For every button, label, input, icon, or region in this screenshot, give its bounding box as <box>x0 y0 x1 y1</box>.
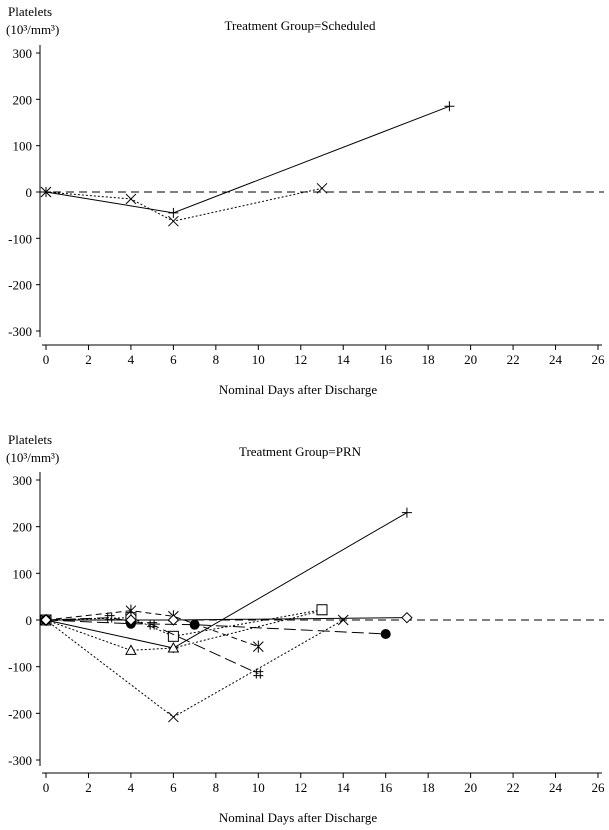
x-tick-label: 12 <box>294 352 307 367</box>
x-tick-label: 4 <box>128 352 135 367</box>
x-tick-label: 12 <box>294 780 307 795</box>
x-tick-label: 16 <box>379 780 393 795</box>
panel-scheduled: Platelets (10³/mm³) Treatment Group=Sche… <box>6 4 605 397</box>
x-tick-label: 2 <box>85 780 92 795</box>
y-tick-label: 100 <box>13 139 33 154</box>
marker-x <box>168 711 179 723</box>
x-tick-label: 0 <box>43 780 50 795</box>
marker-filled-circle <box>380 629 391 639</box>
x-tick-label: 0 <box>43 352 50 367</box>
marker-plus <box>401 507 412 518</box>
y-axis-unit: (10³/mm³) <box>6 22 59 37</box>
x-tick-label: 20 <box>464 780 477 795</box>
x-tick-label: 8 <box>213 352 220 367</box>
marker-diamond <box>401 611 413 624</box>
x-tick-label: 18 <box>422 352 435 367</box>
x-tick-label: 24 <box>549 352 563 367</box>
marker-x <box>125 193 137 205</box>
x-tick-label: 8 <box>213 780 220 795</box>
y-tick-label: 200 <box>13 92 33 107</box>
marker-asterisk <box>252 640 264 653</box>
x-axis-label: Nominal Days after Discharge <box>219 382 377 397</box>
marker-square <box>167 630 179 642</box>
x-tick-label: 26 <box>592 780 606 795</box>
series-line-square <box>45 609 323 637</box>
x-tick-label: 4 <box>128 780 135 795</box>
marker-filled-circle <box>189 619 200 630</box>
x-tick-label: 22 <box>507 780 520 795</box>
series-line-diamond <box>46 617 407 621</box>
x-tick-label: 10 <box>252 780 265 795</box>
series-line-x <box>45 619 344 718</box>
x-tick-label: 10 <box>252 352 265 367</box>
series-line-plus <box>45 512 408 649</box>
series-line-triangle <box>45 610 323 651</box>
x-tick-label: 14 <box>337 780 351 795</box>
x-tick-label: 24 <box>549 780 563 795</box>
x-tick-label: 22 <box>507 352 520 367</box>
marker-x <box>316 182 328 194</box>
y-tick-label: -300 <box>8 324 32 339</box>
series-line-asterisk <box>45 610 259 648</box>
panel-prn: Platelets (10³/mm³) Treatment Group=PRN … <box>6 432 605 825</box>
marker-plus <box>444 101 455 112</box>
marker-plus <box>168 207 179 218</box>
y-tick-label: 0 <box>26 613 33 628</box>
series-line-x <box>45 187 323 222</box>
x-tick-label: 16 <box>379 352 393 367</box>
y-tick-label: -100 <box>8 231 32 246</box>
marker-triangle <box>167 641 180 653</box>
y-tick-label: -300 <box>8 753 32 768</box>
x-tick-label: 6 <box>170 352 177 367</box>
y-tick-label: -200 <box>8 278 32 293</box>
marker-diamond <box>125 614 137 626</box>
x-tick-label: 2 <box>85 352 92 367</box>
y-tick-label: 100 <box>13 566 33 581</box>
marker-diamond <box>167 614 180 626</box>
y-tick-label: 200 <box>13 520 33 535</box>
marker-square <box>316 604 328 616</box>
y-axis-unit: (10³/mm³) <box>6 450 59 465</box>
y-tick-label: -100 <box>8 660 32 675</box>
series-line-filled-circle <box>45 619 386 635</box>
y-tick-label: -200 <box>8 706 32 721</box>
marker-x <box>168 215 179 227</box>
x-tick-label: 18 <box>422 780 435 795</box>
chart-title: Treatment Group=Scheduled <box>225 18 376 33</box>
x-tick-label: 6 <box>170 780 177 795</box>
marker-diamond <box>40 614 52 626</box>
x-tick-label: 26 <box>592 352 606 367</box>
y-tick-label: 0 <box>26 185 33 200</box>
y-tick-label: 300 <box>13 473 33 488</box>
x-axis-label: Nominal Days after Discharge <box>219 810 377 825</box>
x-tick-label: 14 <box>337 352 351 367</box>
marker-triangle <box>125 644 137 655</box>
x-tick-label: 20 <box>464 352 477 367</box>
y-axis-label: Platelets <box>8 4 52 19</box>
marker-x <box>40 186 52 198</box>
marker-hash <box>253 668 264 679</box>
marker-hash <box>104 612 115 623</box>
y-tick-label: 300 <box>13 46 33 61</box>
marker-x <box>337 614 349 626</box>
y-axis-label: Platelets <box>8 432 52 447</box>
marker-hash <box>147 619 158 630</box>
chart-title: Treatment Group=PRN <box>239 444 362 459</box>
